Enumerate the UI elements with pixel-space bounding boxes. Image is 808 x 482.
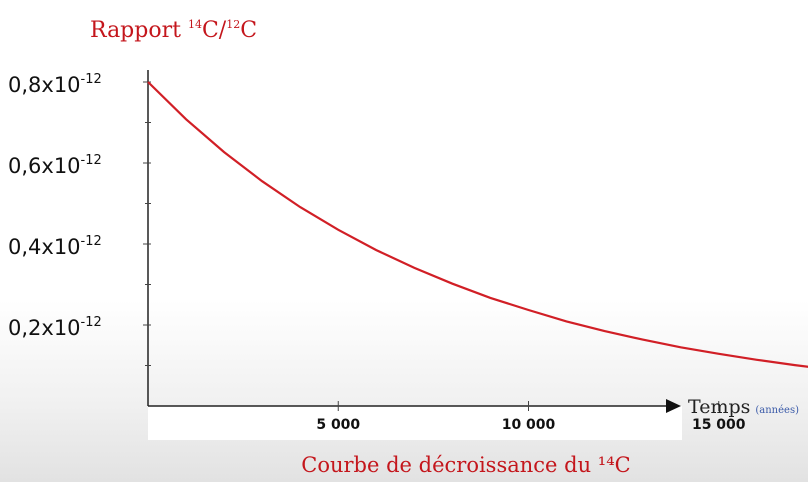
chart-title: Courbe de décroissance du ¹⁴C	[301, 453, 630, 477]
x-tick-label: 10 000	[502, 417, 556, 433]
y-tick-label: 0,2x10-12	[8, 315, 102, 340]
y-tick-label: 0,4x10-12	[8, 234, 102, 259]
decay-curve	[147, 81, 808, 368]
x-tick-band	[148, 406, 682, 440]
y-axis-title: Rapport 14C/12C	[90, 18, 257, 43]
x-tick-label: 5 000	[316, 417, 360, 433]
x-tick-label: 15 000	[692, 417, 746, 433]
x-axis-arrow	[666, 399, 681, 413]
y-tick-label: 0,8x10-12	[8, 72, 102, 97]
y-tick-label: 0,6x10-12	[8, 153, 102, 178]
x-axis-label: Temps (années)	[688, 396, 799, 418]
x-axis-unit: (années)	[755, 405, 799, 416]
